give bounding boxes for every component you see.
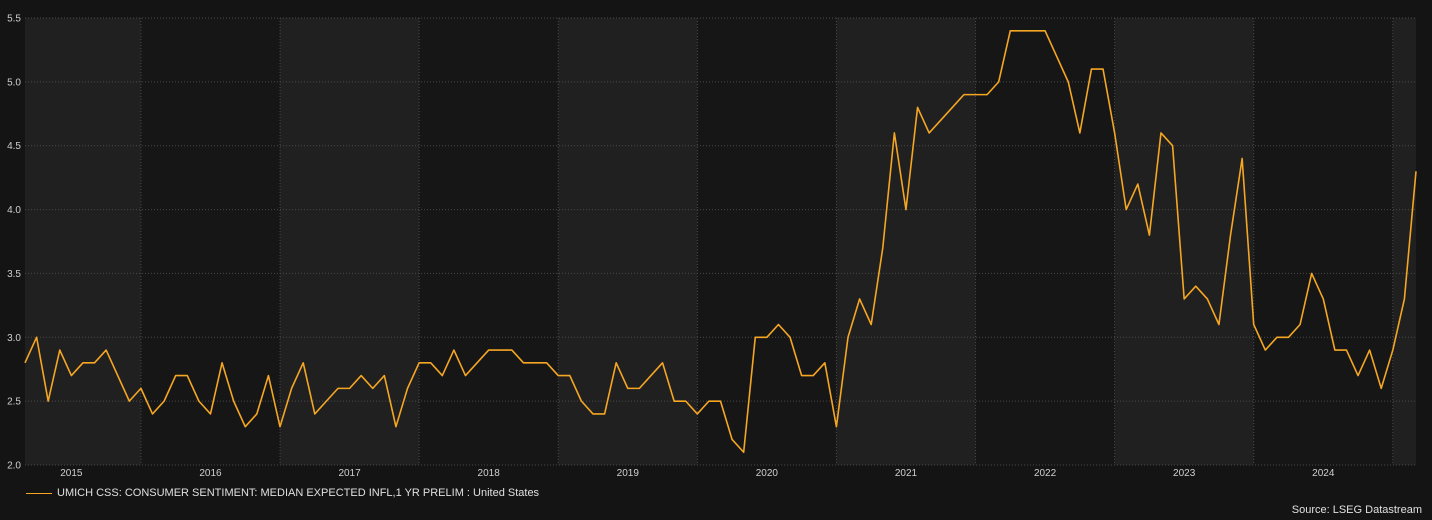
year-band: [280, 18, 420, 465]
year-band: [697, 18, 837, 465]
year-band: [1392, 18, 1416, 465]
year-band: [836, 18, 976, 465]
series-layer: [24, 29, 1417, 454]
series-line: [24, 29, 1417, 454]
year-band: [140, 18, 281, 465]
x-tick-label: 2021: [895, 468, 918, 479]
year-bands: [25, 18, 1416, 465]
y-tick-label: 5.0: [7, 77, 21, 88]
grid-lines: [25, 17, 1416, 466]
x-axis: 2015 2016 2017 2018 2019 2020 2021 2022 2023 2024: [60, 468, 1335, 479]
x-tick-label: 2015: [60, 468, 83, 479]
year-band: [1253, 18, 1393, 465]
x-tick-label: 2016: [199, 468, 222, 479]
y-tick-label: 4.0: [7, 205, 21, 216]
source-note: Source: LSEG Datastream: [1291, 504, 1422, 516]
y-axis: 2.0 2.5 3.0 3.5 4.0 4.5 5.0 5.5: [7, 14, 21, 472]
y-tick-label: 5.5: [7, 14, 21, 25]
y-tick-label: 3.5: [7, 269, 21, 280]
year-band: [419, 18, 559, 465]
x-tick-label: 2022: [1034, 468, 1057, 479]
year-band: [558, 18, 698, 465]
legend-line-swatch: [26, 492, 52, 494]
x-tick-label: 2024: [1312, 468, 1335, 479]
x-tick-label: 2019: [617, 468, 640, 479]
y-tick-label: 4.5: [7, 141, 21, 152]
x-tick-label: 2017: [338, 468, 361, 479]
y-tick-label: 2.0: [7, 461, 21, 472]
year-band: [1114, 18, 1254, 465]
legend: UMICH CSS: CONSUMER SENTIMENT: MEDIAN EX…: [26, 487, 539, 499]
x-tick-label: 2020: [756, 468, 779, 479]
year-band: [975, 18, 1115, 465]
y-tick-label: 2.5: [7, 397, 21, 408]
year-band: [25, 18, 141, 465]
y-tick-label: 3.0: [7, 333, 21, 344]
x-tick-label: 2023: [1173, 468, 1196, 479]
x-tick-label: 2018: [478, 468, 501, 479]
legend-label: UMICH CSS: CONSUMER SENTIMENT: MEDIAN EX…: [57, 487, 540, 499]
